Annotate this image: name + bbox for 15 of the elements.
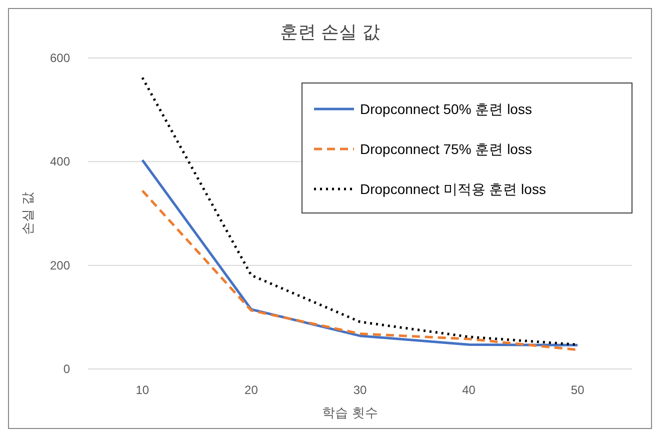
x-tick-label: 30 [353, 383, 367, 397]
legend-label: Dropconnect 미적용 훈련 loss [360, 181, 546, 197]
x-tick-label: 10 [136, 383, 150, 397]
y-tick-label: 200 [50, 258, 70, 272]
chart-title: 훈련 손실 값 [280, 22, 380, 42]
y-tick-label: 600 [50, 51, 70, 65]
y-axis-title: 손실 값 [20, 192, 35, 235]
x-axis-title: 학습 횟수 [322, 405, 378, 420]
y-tick-label: 0 [63, 362, 70, 376]
y-tick-label: 400 [50, 154, 70, 169]
x-tick-label: 20 [244, 383, 258, 397]
x-tick-label: 40 [462, 383, 476, 397]
legend-label: Dropconnect 50% 훈련 loss [360, 101, 532, 117]
legend-label: Dropconnect 75% 훈련 loss [360, 141, 532, 157]
x-tick-label: 50 [570, 383, 585, 397]
